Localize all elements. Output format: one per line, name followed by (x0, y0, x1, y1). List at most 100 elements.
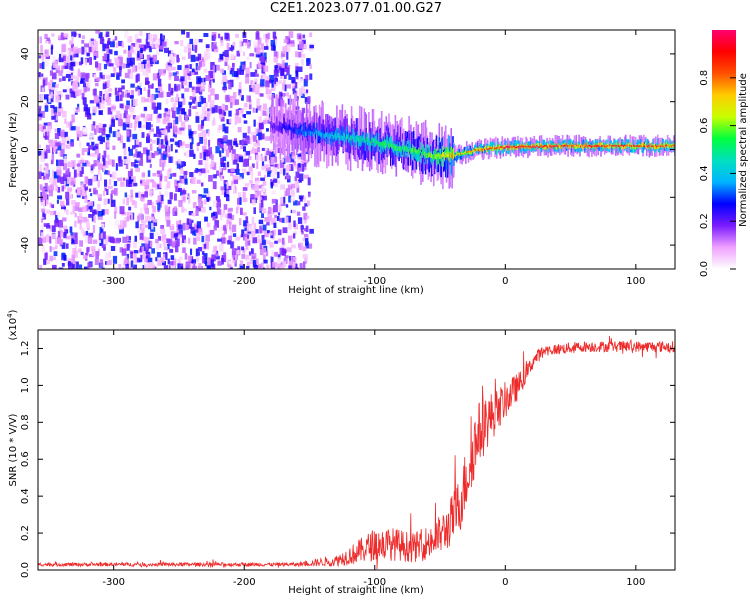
spectrogram-cell (71, 238, 74, 243)
spectrogram-cell (660, 142, 663, 147)
spectrogram-cell (239, 264, 244, 269)
spectrogram-cell (273, 180, 278, 188)
spectrogram-cell (261, 213, 264, 218)
spectrogram-cell (218, 138, 221, 143)
spectrogram-cell (570, 139, 572, 147)
spectrogram-cell (309, 228, 314, 234)
spectrogram-cell (43, 258, 47, 265)
spectrogram-cell (398, 146, 400, 157)
spectrogram-cell (469, 150, 472, 155)
spectrogram-cell (141, 224, 145, 228)
spectrogram-cell (507, 146, 510, 148)
spectrogram-cell (205, 234, 210, 242)
spectrogram-cell (251, 248, 254, 254)
spectrogram-cell (577, 145, 579, 148)
spectrogram-cell (258, 116, 263, 123)
spectrogram-cell (544, 144, 547, 147)
spectrogram-cell (429, 144, 431, 156)
spectrogram-cell (272, 156, 278, 163)
spectrogram-cell (202, 145, 207, 153)
spectrogram-cell (274, 163, 278, 168)
spectrogram-cell (57, 195, 63, 200)
spectrogram-cell (180, 129, 186, 136)
spectrogram-cell (281, 107, 283, 130)
spectrogram-cell (165, 216, 168, 222)
spectrogram-cell (203, 149, 209, 157)
spectrogram-cell (123, 49, 127, 54)
spectrogram-cell (586, 145, 589, 148)
spectrogram-cell (673, 145, 675, 153)
spectrogram-cell (70, 69, 76, 74)
spectrogram-cell (290, 42, 295, 47)
spectrogram-cell (292, 257, 297, 261)
spectrogram-cell (265, 41, 269, 49)
spectrogram-cell (230, 241, 234, 249)
spectrogram-cell (302, 246, 307, 252)
spectrogram-cell (549, 144, 551, 153)
spectrogram-cell (261, 49, 264, 54)
spectrogram-cell (528, 141, 530, 149)
spectrogram-cell (182, 208, 187, 212)
spectrogram-cell (309, 122, 312, 134)
spectrogram-cell (60, 176, 65, 185)
spectrogram-cell (486, 148, 488, 153)
spectrogram-cell (70, 53, 75, 61)
spectrogram-cell (69, 62, 74, 71)
spectrogram-cell (496, 147, 498, 155)
spectrogram-cell (615, 145, 618, 153)
spectrogram-cell (195, 56, 200, 62)
spectrogram-cell (49, 224, 54, 232)
spectrogram-cells (38, 30, 675, 269)
spectrogram-cell (38, 105, 42, 109)
spectrogram-cell (522, 145, 525, 148)
spectrogram-cell (255, 229, 259, 234)
spectrogram-cell (168, 168, 172, 173)
spectrogram-cell (224, 58, 229, 63)
spectrogram-cell (184, 152, 188, 156)
spectrogram-cell (291, 127, 293, 133)
spectrogram-cell (607, 139, 610, 147)
spectrogram-cell (242, 51, 246, 57)
spectrogram-cell (169, 72, 173, 77)
spectrogram-cell (257, 151, 262, 156)
spectrogram-cell (245, 255, 250, 259)
spectrogram-cell (464, 151, 466, 154)
spectrogram-cell (222, 156, 227, 162)
spectrogram-cell (319, 117, 322, 139)
spectrogram-cell (264, 46, 269, 50)
spectrogram-cell (176, 54, 179, 63)
spectrogram-cell (59, 227, 62, 232)
spectrogram-cell (273, 69, 279, 77)
spectrogram-cell (54, 219, 60, 227)
spectrogram-cell (81, 40, 85, 44)
spectrogram-cell (66, 243, 69, 249)
spectrogram-cell (183, 125, 187, 130)
spectrogram-cell (180, 121, 186, 127)
spectrogram-cell (106, 154, 110, 160)
spectrogram-cell (164, 108, 168, 112)
spectrogram-cell (278, 120, 281, 132)
spectrogram-cell (444, 155, 447, 178)
spectrogram-cell (300, 224, 303, 233)
spectrogram-cell (298, 78, 303, 83)
spectrogram-cell (45, 199, 49, 205)
spectrogram-cell (226, 190, 230, 194)
spectrogram-cell (349, 136, 352, 171)
spectrogram-cell (95, 61, 99, 68)
spectrogram-cell (280, 113, 286, 121)
spectrogram-cell (142, 124, 148, 129)
spectrogram-cell (146, 67, 151, 74)
spectrogram-cell (671, 145, 674, 147)
spectrogram-cell (303, 130, 305, 152)
spectrogram-cell (343, 119, 345, 141)
spectrogram-cell (50, 91, 53, 99)
spectrogram-cell (492, 141, 494, 149)
spectrogram-cell (307, 128, 310, 151)
spectrogram-cell (235, 236, 240, 241)
spectrogram-cell (666, 144, 668, 146)
spectrogram-cell (64, 208, 67, 213)
spectrogram-cell (249, 62, 252, 69)
spectrogram-cell (313, 122, 315, 134)
spectrogram-cell (396, 146, 398, 157)
spectrogram-cell (246, 135, 250, 140)
